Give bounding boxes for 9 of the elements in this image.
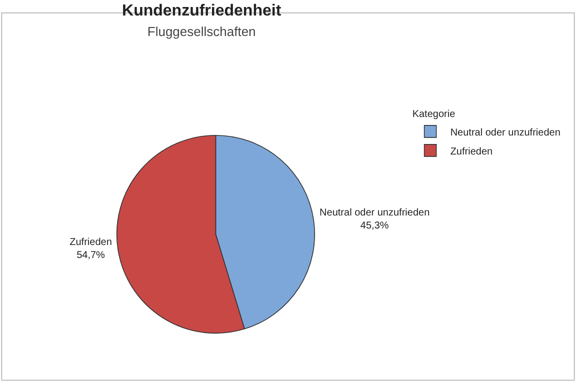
chart-title: Kundenzufriedenheit [122,2,282,20]
chart-subtitle: Fluggesellschaften [147,24,256,40]
data-label: 45,3% [360,220,389,232]
legend-label: Neutral oder unzufrieden [450,127,560,138]
legend-label: Zufrieden [450,146,493,158]
slice-label: Neutral oder unzufrieden [320,207,430,218]
data-label: 54,7% [76,250,106,262]
legend-title: Kategorie [412,108,456,120]
slice-label: Zufrieden [70,237,112,248]
